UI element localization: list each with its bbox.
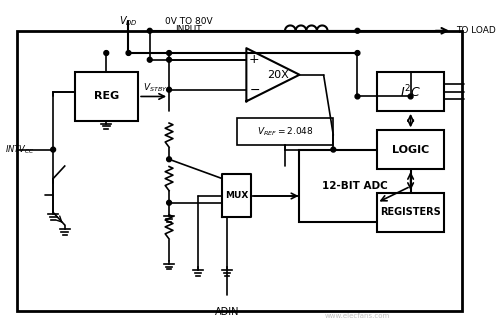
Circle shape xyxy=(331,147,336,152)
Circle shape xyxy=(166,87,172,92)
Text: +: + xyxy=(249,53,260,66)
FancyBboxPatch shape xyxy=(236,118,334,145)
Circle shape xyxy=(355,94,360,99)
Text: www.elecfans.com: www.elecfans.com xyxy=(325,313,390,319)
Text: 0V TO 80V: 0V TO 80V xyxy=(164,17,212,26)
Text: $V_{REF} = 2.048$: $V_{REF} = 2.048$ xyxy=(256,125,314,138)
Text: REG: REG xyxy=(94,92,119,102)
Text: $I^2C$: $I^2C$ xyxy=(400,84,421,100)
FancyBboxPatch shape xyxy=(76,72,138,121)
Text: 20X: 20X xyxy=(267,70,288,80)
Circle shape xyxy=(166,200,172,205)
Circle shape xyxy=(166,157,172,162)
Circle shape xyxy=(104,50,108,55)
Circle shape xyxy=(148,57,152,62)
FancyBboxPatch shape xyxy=(377,193,444,232)
Text: 12-BIT ADC: 12-BIT ADC xyxy=(322,181,388,191)
Text: $V_{STBY}$: $V_{STBY}$ xyxy=(143,81,168,94)
FancyBboxPatch shape xyxy=(300,150,410,222)
Circle shape xyxy=(408,94,413,99)
Text: ADIN: ADIN xyxy=(215,307,240,317)
FancyBboxPatch shape xyxy=(18,31,462,311)
FancyBboxPatch shape xyxy=(377,130,444,169)
Text: $INTV_{CC}$: $INTV_{CC}$ xyxy=(5,143,34,156)
Circle shape xyxy=(166,57,172,62)
Text: TO LOAD: TO LOAD xyxy=(456,26,496,35)
Circle shape xyxy=(50,147,56,152)
Text: $V_{DD}$: $V_{DD}$ xyxy=(119,14,138,28)
FancyBboxPatch shape xyxy=(377,72,444,111)
Circle shape xyxy=(355,50,360,55)
Text: MUX: MUX xyxy=(225,191,248,200)
Circle shape xyxy=(126,50,131,55)
Text: REGISTERS: REGISTERS xyxy=(380,207,441,217)
Text: $-$: $-$ xyxy=(248,83,260,96)
Text: INPUT: INPUT xyxy=(175,25,202,34)
Text: LOGIC: LOGIC xyxy=(392,145,429,155)
Circle shape xyxy=(148,28,152,33)
Circle shape xyxy=(166,50,172,55)
Circle shape xyxy=(355,28,360,33)
